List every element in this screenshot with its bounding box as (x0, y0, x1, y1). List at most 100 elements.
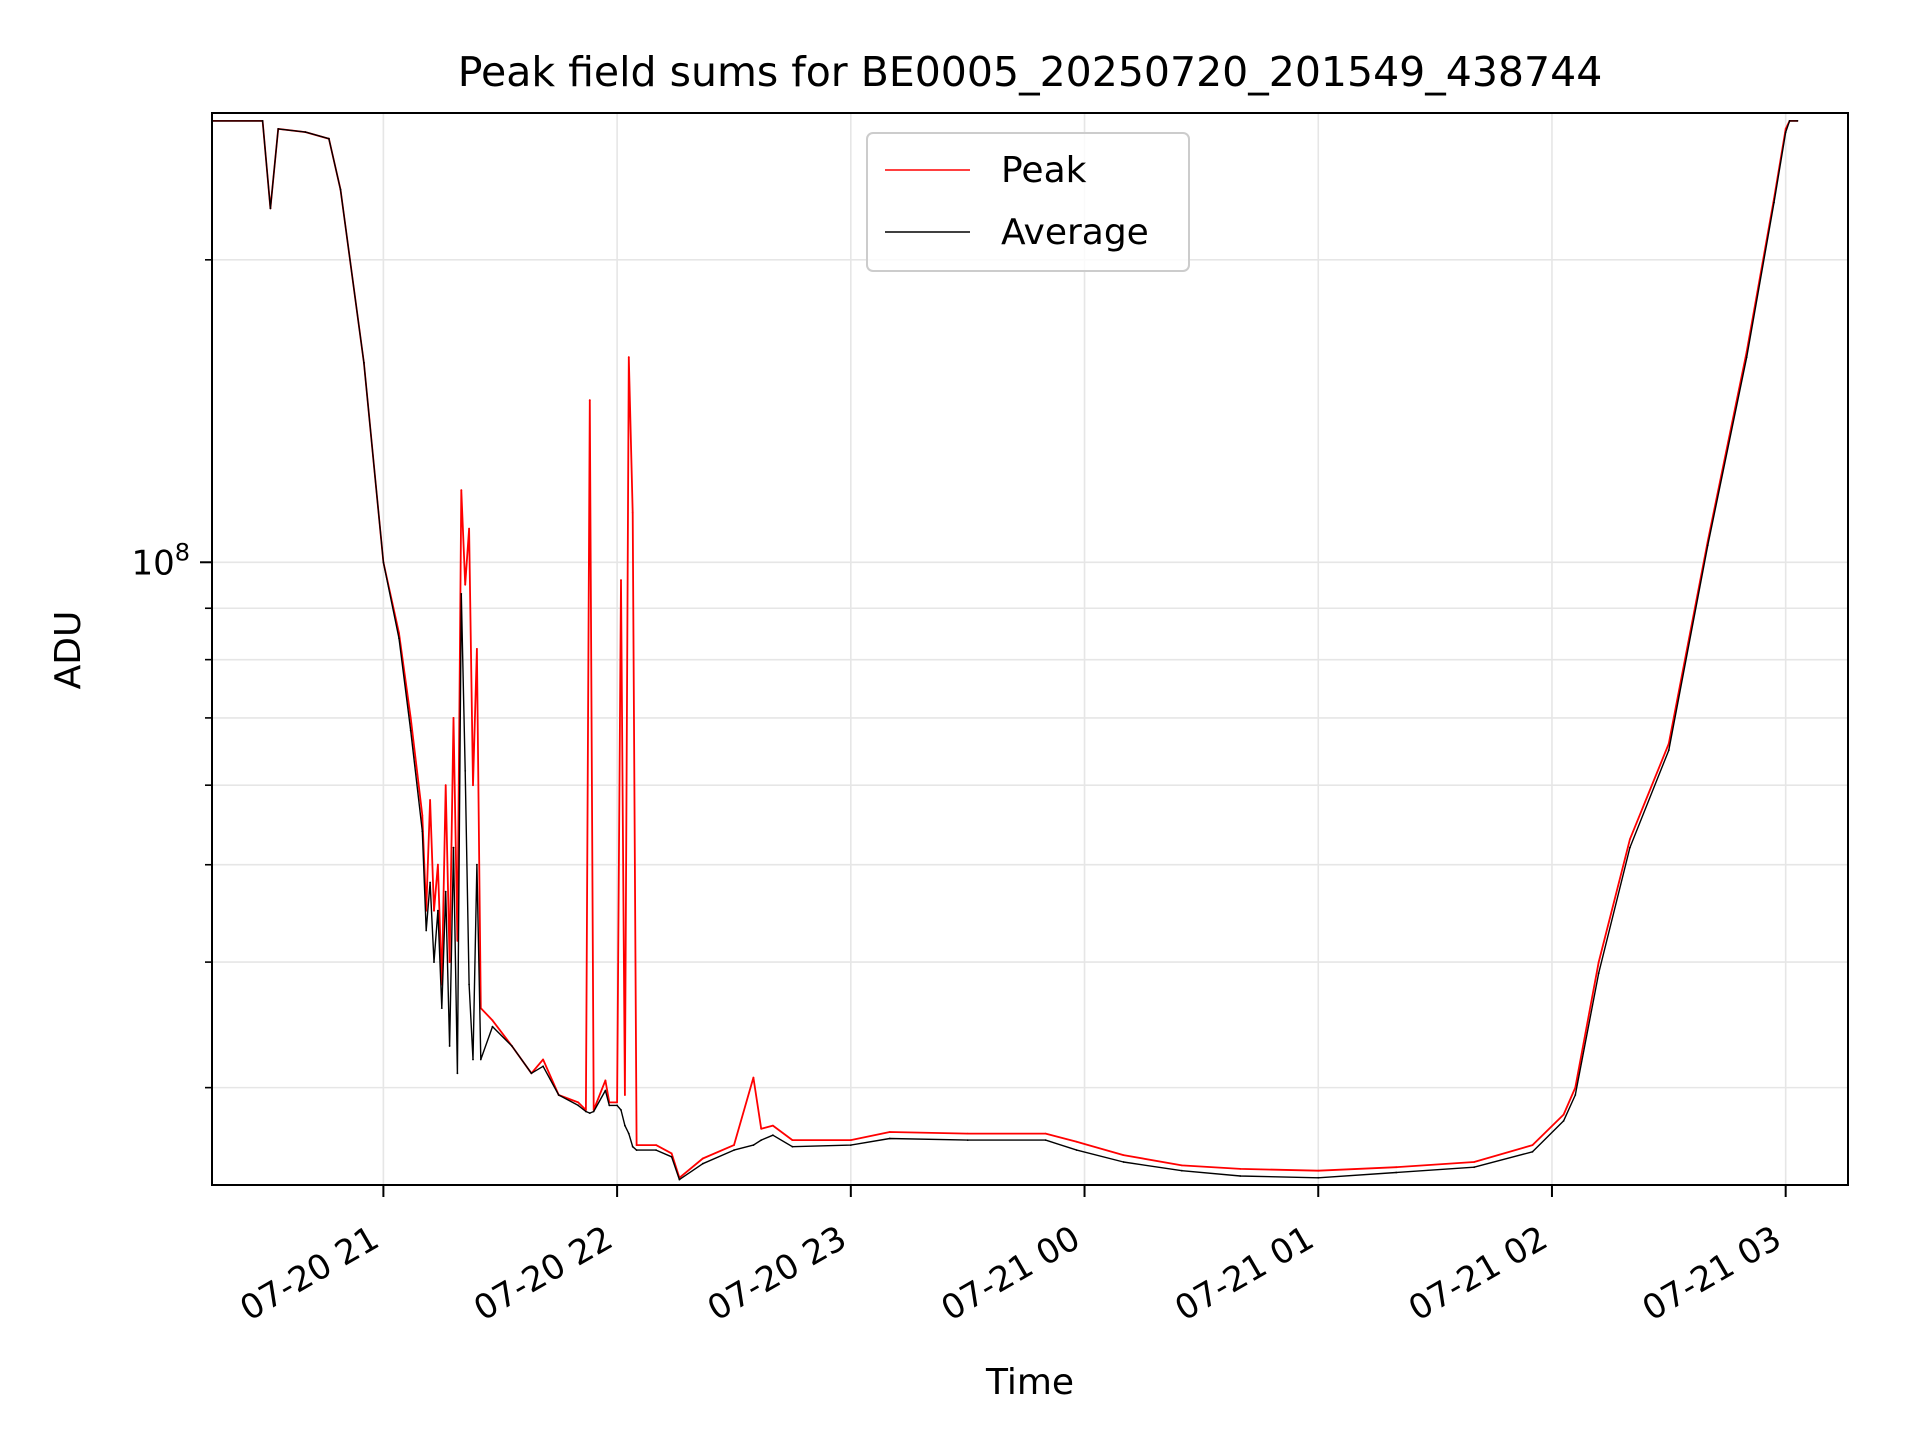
data-point-average (670, 1155, 673, 1158)
data-point-average (1075, 1149, 1078, 1151)
data-point-average (1784, 131, 1787, 134)
data-point-average (701, 1162, 704, 1165)
data-point-average (1773, 201, 1775, 204)
data-point-average (269, 207, 272, 210)
data-point-average (1395, 1171, 1398, 1174)
data-point-average (433, 961, 435, 963)
data-point-average (476, 863, 478, 866)
data-point-average (448, 1045, 451, 1047)
data-point-peak (631, 511, 634, 514)
data-point-peak (620, 579, 622, 581)
x-axis-label: Time (985, 1362, 1074, 1403)
data-point-average (261, 120, 264, 122)
data-point-average (429, 881, 431, 884)
data-point-peak (888, 1131, 891, 1133)
data-point-average (678, 1178, 681, 1181)
data-point-peak (670, 1152, 673, 1155)
data-point-average (468, 983, 470, 986)
data-point-average (557, 1094, 560, 1096)
data-point-average (491, 1025, 494, 1028)
data-point-average (542, 1065, 544, 1068)
x-tick-label: 07-21 03 (1636, 1218, 1788, 1329)
x-tick-label: 07-21 01 (1168, 1218, 1320, 1329)
data-point-average (460, 593, 463, 595)
data-point-average (452, 846, 455, 849)
data-point-average (604, 1089, 607, 1092)
data-point-peak (1075, 1140, 1078, 1143)
data-point-peak (429, 799, 431, 801)
data-point-average (588, 1112, 591, 1114)
data-point-average (1531, 1150, 1534, 1153)
x-tick-label: 07-20 23 (701, 1218, 853, 1329)
data-point-average (440, 1007, 443, 1009)
data-point-average (624, 1124, 626, 1127)
data-point-average (627, 1132, 630, 1135)
data-point-average (1667, 749, 1670, 752)
data-point-average (1745, 356, 1748, 359)
data-point-average (635, 1149, 638, 1151)
data-point-average (1122, 1161, 1125, 1163)
data-point-average (328, 137, 330, 140)
data-point-average (608, 1104, 611, 1107)
data-point-average (382, 561, 385, 564)
chart-title: Peak field sums for BE0005_20250720_2015… (458, 48, 1603, 96)
legend-label-peak: Peak (1001, 150, 1087, 191)
data-point-peak (1597, 961, 1600, 963)
data-point-peak (468, 527, 470, 530)
axis-ticks: 07-20 21 07-20 22 07-20 23 07-21 00 07-21 01… (131, 259, 1788, 1329)
data-point-average (1788, 120, 1791, 122)
data-point-average (444, 890, 447, 893)
plot-frame (211, 112, 1849, 1186)
series-line-peak (212, 120, 1798, 1179)
data-point-peak (476, 648, 478, 650)
data-point-peak (635, 1144, 638, 1146)
data-point-peak (542, 1058, 544, 1061)
data-point-peak (752, 1076, 755, 1079)
data-point-average (966, 1139, 969, 1141)
data-point-peak (1181, 1164, 1183, 1167)
series-line-average (212, 120, 1798, 1181)
data-point-average (1597, 972, 1600, 974)
data-point-average (398, 637, 400, 640)
data-point-peak (491, 1019, 494, 1022)
data-point-average (425, 929, 428, 932)
data-point-peak (616, 1101, 618, 1104)
data-point-average (472, 1058, 474, 1061)
data-point-peak (1531, 1144, 1534, 1146)
data-point-peak (624, 1094, 626, 1096)
data-point-average (479, 1058, 482, 1061)
data-point-average (464, 770, 467, 772)
data-point-average (530, 1072, 533, 1075)
x-tick-label: 07-21 00 (935, 1218, 1087, 1329)
data-point-average (1629, 846, 1631, 849)
data-point-peak (966, 1132, 969, 1135)
data-point-peak (655, 1144, 657, 1146)
data-point-peak (464, 583, 467, 586)
data-point-average (1317, 1176, 1320, 1179)
legend-label-average: Average (1001, 212, 1149, 253)
data-point-peak (1574, 1086, 1577, 1089)
data-point-average (655, 1149, 657, 1151)
data-point-average (752, 1144, 755, 1146)
data-point-peak (1395, 1166, 1398, 1169)
data-point-average (733, 1149, 735, 1151)
data-point-peak (1473, 1161, 1475, 1163)
data-point-peak (472, 784, 474, 787)
data-point-average (849, 1144, 852, 1146)
data-point-peak (760, 1127, 763, 1130)
y-axis-label: ADU (48, 611, 89, 690)
data-point-peak (433, 909, 435, 912)
data-point-average (791, 1145, 794, 1148)
data-point-peak (772, 1124, 774, 1127)
data-point-peak (849, 1139, 852, 1141)
data-point-peak (409, 717, 412, 719)
data-point-average (277, 127, 280, 130)
data-point-average (1706, 544, 1709, 547)
data-point-average (585, 1110, 587, 1113)
data-point-average (592, 1110, 595, 1113)
data-point-peak (701, 1157, 704, 1160)
data-point-average (339, 188, 342, 191)
data-point-peak (733, 1144, 735, 1146)
data-point-average (1562, 1120, 1565, 1122)
